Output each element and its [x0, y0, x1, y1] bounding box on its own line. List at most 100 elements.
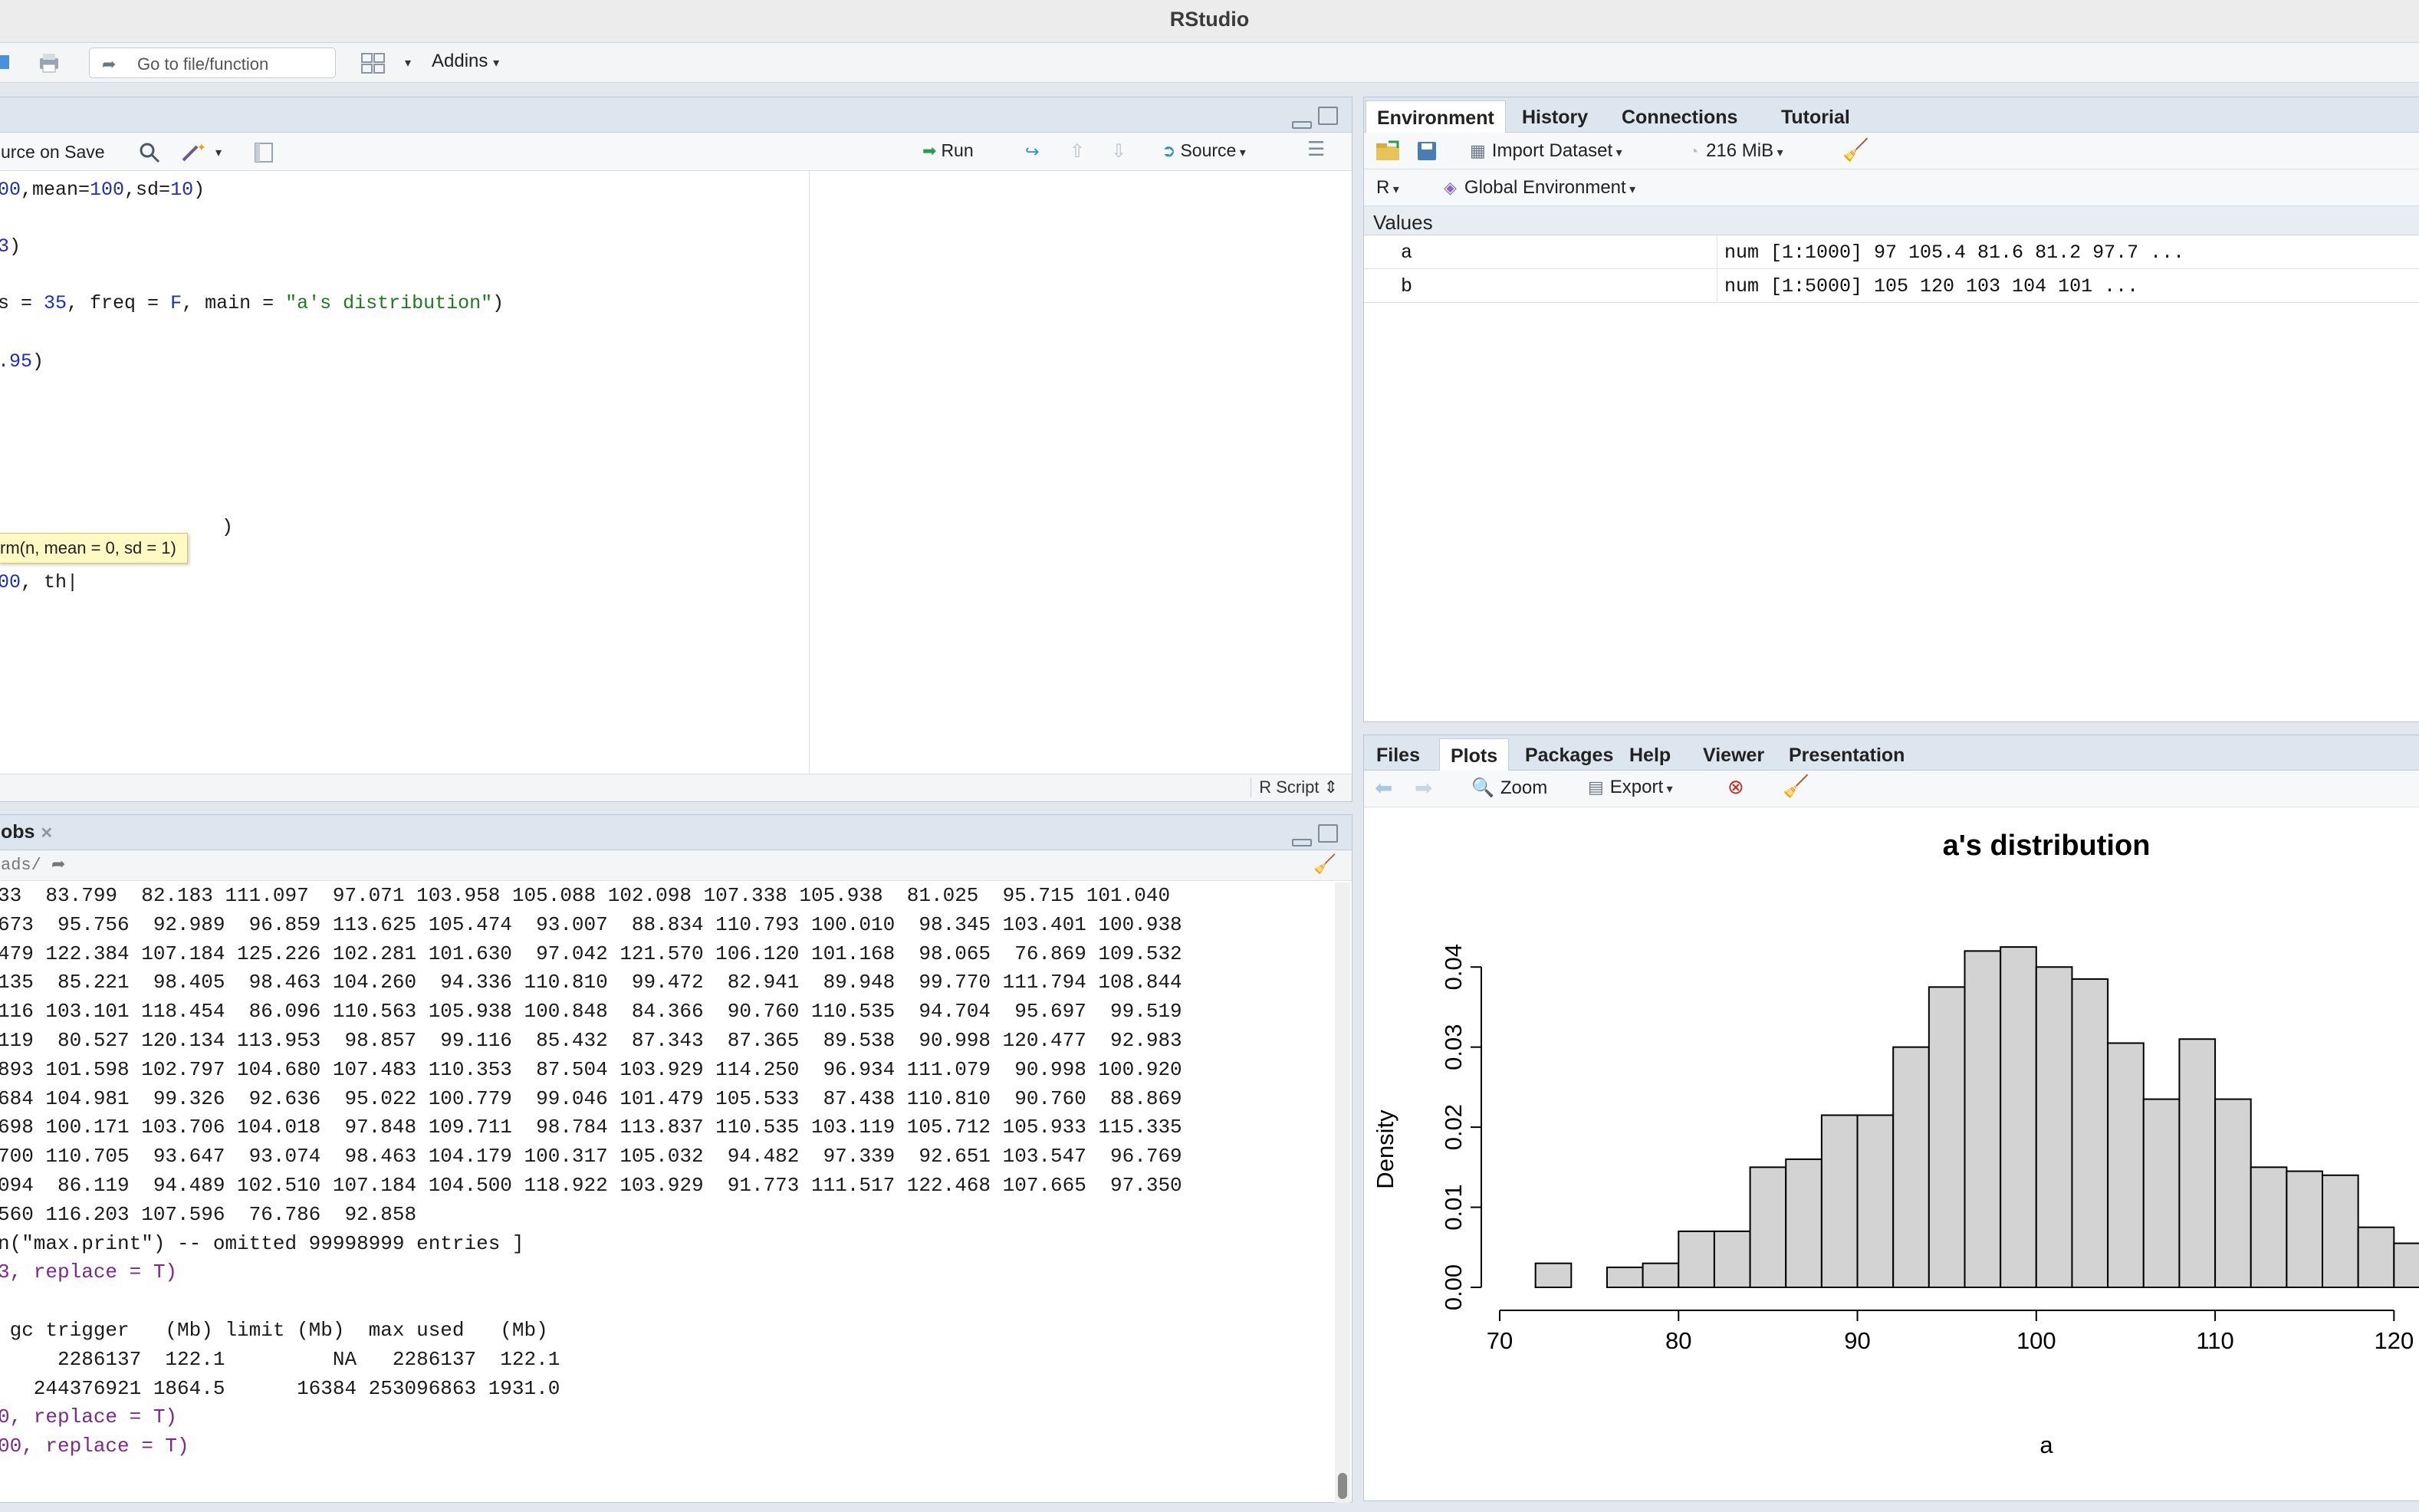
histogram-bar — [1749, 1166, 1787, 1289]
chevron-down-icon: ▾ — [1629, 183, 1636, 196]
minimize-icon[interactable] — [1292, 121, 1312, 129]
maximize-icon[interactable] — [1318, 107, 1338, 125]
console-scrollbar[interactable] — [1335, 883, 1350, 1504]
grid-layout-icon[interactable] — [360, 51, 386, 75]
scrollbar-thumb[interactable] — [1338, 1473, 1347, 1499]
go-down-icon[interactable]: ⇩ — [1111, 141, 1127, 162]
values-section-header: Values — [1364, 206, 2419, 235]
export-button[interactable]: ▤ Export ▾ — [1588, 777, 1673, 798]
tab-history[interactable]: History — [1522, 107, 1589, 128]
environment-row[interactable]: a num [1:1000] 97 105.4 81.6 81.2 97.7 .… — [1364, 235, 2419, 269]
source-toolbar: urce on Save ✦ ▾ ➡ Run ↪ ⇧ ⇩ ➲ Source ▾ ☰ — [0, 133, 1352, 171]
code-line: .95) — [0, 350, 44, 373]
tab-environment[interactable]: Environment — [1366, 100, 1506, 133]
export-icon: ▤ — [1588, 777, 1604, 797]
histogram-bars — [1534, 946, 2419, 1289]
console-line: gc trigger (Mb) limit (Mb) max used (Mb) — [0, 1319, 548, 1342]
console-pane: obs ✕ ads/ ➦ 🧹 33 83.799 82.183 111.097 … — [0, 814, 1352, 1504]
arrow-icon: ➦ — [102, 54, 117, 74]
remove-plot-icon[interactable]: ⊗ — [1727, 775, 1744, 798]
console-tab-bar: obs ✕ — [0, 815, 1352, 850]
close-icon[interactable]: ✕ — [40, 825, 54, 842]
console-line: 700 110.705 93.647 93.074 98.463 104.179… — [0, 1145, 1182, 1169]
back-arrow-icon[interactable]: ⬅ — [1375, 776, 1393, 800]
x-tick-label: 120 — [2374, 1327, 2414, 1354]
source-label: Source — [1180, 140, 1237, 160]
tab-plots[interactable]: Plots — [1439, 738, 1510, 771]
goto-file-input[interactable]: ➦ Go to file/function — [89, 48, 336, 78]
histogram-bar — [2357, 1226, 2395, 1289]
console-line: 560 116.203 107.596 76.786 92.858 — [0, 1202, 417, 1226]
y-tick-label: 0.03 — [1440, 1024, 1467, 1070]
goto-placeholder: Go to file/function — [137, 54, 269, 74]
memory-usage-button[interactable]: ◔ 216 MiB ▾ — [1689, 140, 1783, 162]
import-dataset-button[interactable]: ▦ Import Dataset ▾ — [1470, 140, 1622, 162]
environment-scope-selector[interactable]: ◈ Global Environment ▾ — [1444, 177, 1635, 199]
minimize-icon[interactable] — [1292, 839, 1312, 846]
source-button[interactable]: ➲ Source ▾ — [1162, 140, 1246, 161]
console-line: 33 83.799 82.183 111.097 97.071 103.958 … — [0, 884, 1171, 907]
run-arrow-icon: ➡ — [922, 141, 937, 160]
search-icon[interactable] — [139, 142, 160, 163]
histogram-bar — [1892, 1046, 1930, 1288]
chevron-down-icon: ▾ — [1776, 146, 1783, 159]
bottom-edge — [0, 1503, 2419, 1512]
plots-tab-bar: Files Plots Packages Help Viewer Present… — [1364, 735, 2419, 771]
chevron-down-icon[interactable]: ▾ — [215, 146, 222, 159]
memory-pie-icon: ◔ — [1689, 143, 1699, 160]
outline-icon[interactable] — [254, 142, 274, 163]
forward-arrow-icon[interactable]: ➡ — [1415, 776, 1433, 800]
save-workspace-icon[interactable] — [1416, 140, 1438, 162]
maximize-icon[interactable] — [1318, 824, 1338, 843]
language-label: R — [1376, 177, 1390, 198]
console-path-bar: ads/ ➦ 🧹 — [0, 850, 1352, 881]
import-dataset-label: Import Dataset — [1491, 140, 1613, 161]
scope-label: Global Environment — [1464, 177, 1626, 198]
console-line: 2286137 122.1 NA 2286137 122.1 — [0, 1347, 560, 1371]
source-arrow-icon: ➲ — [1162, 141, 1176, 160]
environment-row[interactable]: b num [1:5000] 105 120 103 104 101 ... — [1364, 269, 2419, 303]
code-editor[interactable]: 00,mean=100,sd=10) 3) s = 35, freq = F, … — [0, 174, 807, 775]
run-button[interactable]: ➡ Run — [922, 140, 974, 161]
tab-help[interactable]: Help — [1629, 744, 1671, 766]
tab-connections[interactable]: Connections — [1622, 107, 1738, 128]
broom-icon[interactable]: 🧹 — [1842, 138, 1869, 162]
variable-value: num [1:1000] 97 105.4 81.6 81.2 97.7 ... — [1724, 242, 2185, 264]
tab-files[interactable]: Files — [1376, 744, 1420, 766]
print-icon[interactable] — [37, 51, 61, 75]
tab-viewer[interactable]: Viewer — [1703, 744, 1765, 766]
chevron-down-icon: ▾ — [1666, 783, 1673, 796]
open-project-icon[interactable] — [0, 51, 11, 75]
histogram-bar — [1820, 1114, 1859, 1289]
environment-toolbar: ▦ Import Dataset ▾ ◔ 216 MiB ▾ 🧹 — [1364, 133, 2419, 169]
layout-dropdown-icon[interactable]: ▾ — [405, 57, 412, 70]
console-line: 0, replace = T) — [0, 1405, 178, 1429]
tab-presentation[interactable]: Presentation — [1789, 744, 1905, 766]
broom-icon[interactable]: 🧹 — [1783, 774, 1809, 798]
console-output[interactable]: 33 83.799 82.183 111.097 97.071 103.958 … — [0, 884, 1316, 1497]
histogram-bar — [1534, 1262, 1573, 1289]
working-directory-label: ads/ — [1, 856, 41, 875]
document-outline-icon[interactable]: ☰ — [1307, 137, 1326, 160]
addins-menu[interactable]: Addins ▾ — [432, 51, 499, 72]
zoom-button[interactable]: 🔍 Zoom — [1471, 777, 1547, 799]
tab-packages[interactable]: Packages — [1525, 744, 1614, 766]
title-bar: RStudio — [0, 0, 2419, 43]
clear-console-icon[interactable]: 🧹 — [1313, 854, 1336, 875]
tab-tutorial[interactable]: Tutorial — [1781, 107, 1850, 128]
tab-background-jobs[interactable]: obs ✕ — [1, 821, 53, 843]
histogram-bar — [2142, 1098, 2181, 1288]
working-directory[interactable]: ads/ ➦ — [1, 855, 65, 875]
magic-wand-icon[interactable]: ✦ — [180, 140, 211, 163]
code-line: ) — [222, 516, 234, 538]
rerun-icon[interactable]: ↪ — [1025, 142, 1040, 161]
load-workspace-icon[interactable] — [1375, 140, 1402, 162]
language-selector[interactable]: R ▾ — [1376, 177, 1399, 199]
go-up-icon[interactable]: ⇧ — [1070, 141, 1086, 162]
window-title: RStudio — [1169, 8, 1250, 31]
chevron-down-icon: ▾ — [1615, 146, 1622, 159]
file-type-selector[interactable]: R Script ⇕ — [1251, 777, 1338, 797]
console-line: 673 95.756 92.989 96.859 113.625 105.474… — [0, 912, 1182, 936]
source-on-save-checkbox[interactable]: urce on Save — [1, 142, 105, 162]
plots-toolbar: ⬅ ➡ 🔍 Zoom ▤ Export ▾ ⊗ 🧹 — [1364, 771, 2419, 807]
